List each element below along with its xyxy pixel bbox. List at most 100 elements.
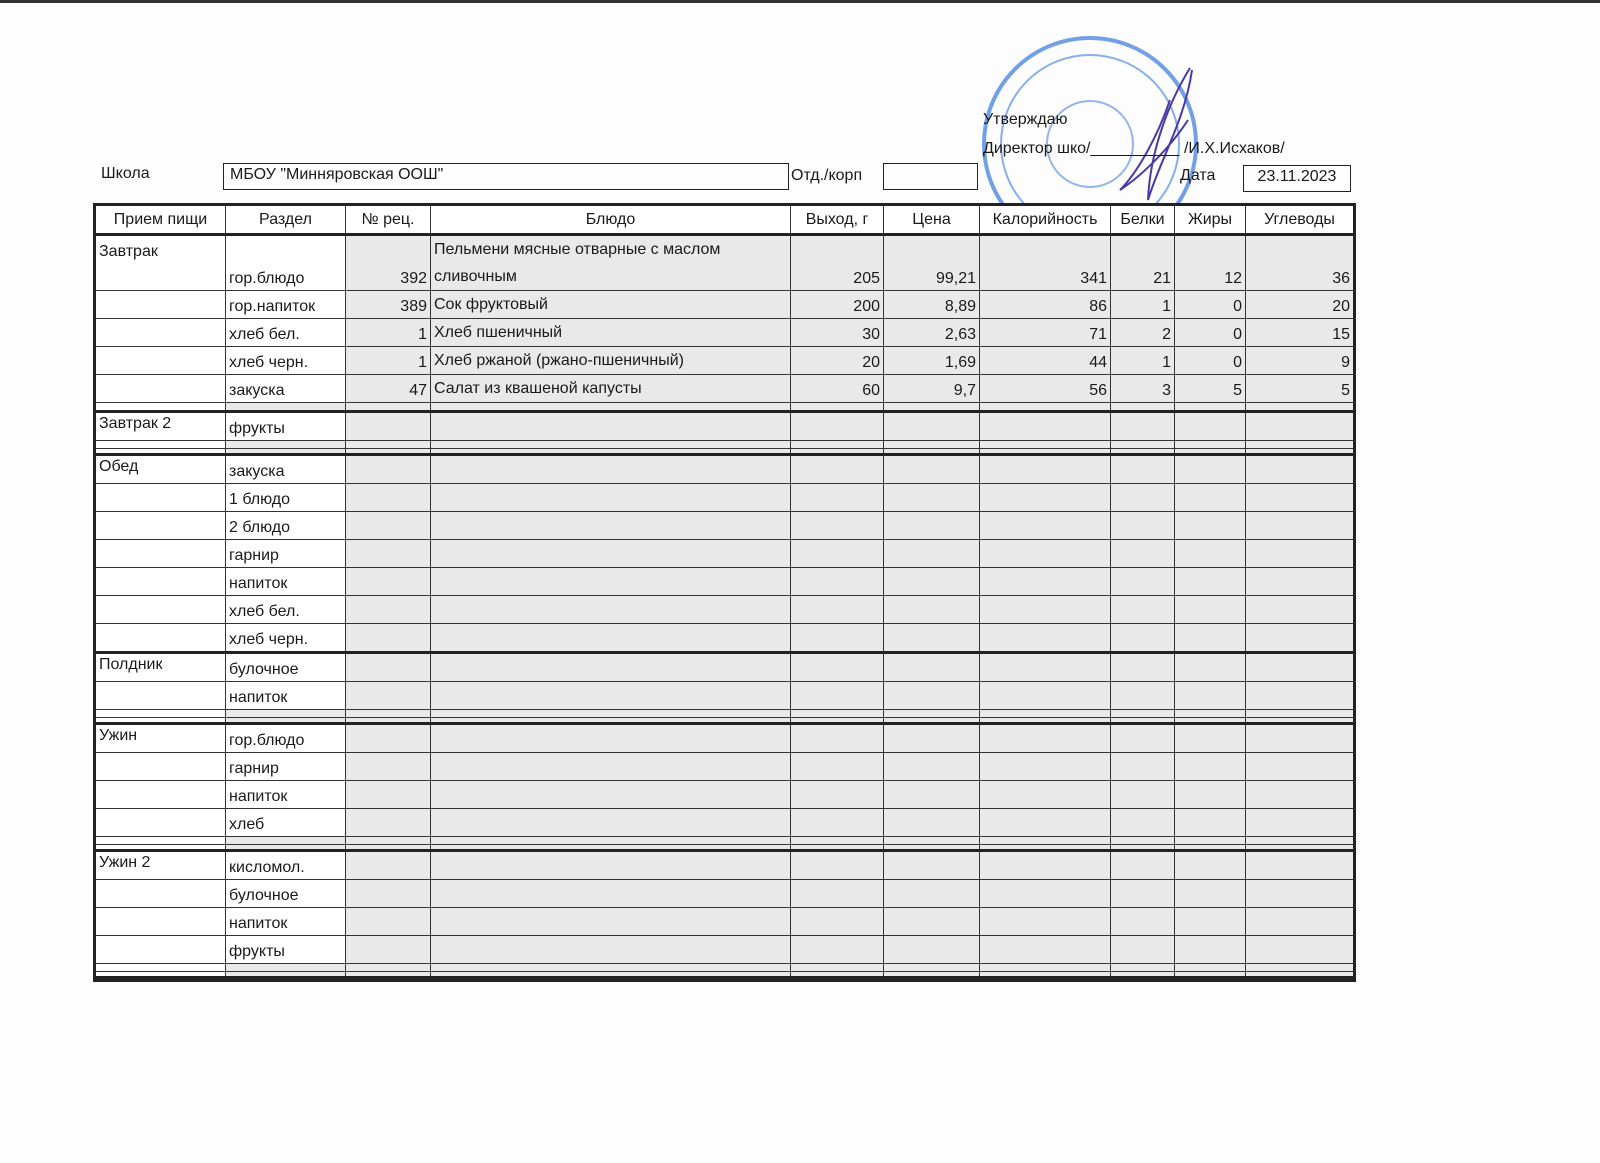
cell-carbs [1246,512,1353,539]
cell-section: гарнир [226,753,346,780]
menu-table: Прием пищи Раздел № рец. Блюдо Выход, г Цена К… [93,203,1356,982]
cell-empty [1111,449,1175,453]
column-header-fat: Жиры [1175,206,1246,233]
cell-empty [884,972,980,976]
cell-calories [980,413,1111,440]
cell-empty [980,837,1111,844]
cell-empty [96,441,226,448]
cell-carbs [1246,413,1353,440]
cell-protein: 1 [1111,347,1175,374]
cell-recipe-number [346,908,431,935]
cell-calories [980,654,1111,681]
table-row: Завтрак 2 фрукты [96,413,1353,441]
cell-empty [96,710,226,717]
cell-dish: Хлеб ржаной (ржано-пшеничный) [431,347,791,374]
cell-recipe-number [346,880,431,907]
cell-empty [884,718,980,722]
cell-carbs: 9 [1246,347,1353,374]
cell-empty [431,972,791,976]
cell-protein: 1 [1111,291,1175,318]
spacer-row [96,964,1353,972]
cell-meal [96,809,226,836]
cell-dish [431,809,791,836]
cell-yield [791,456,884,483]
cell-recipe-number [346,568,431,595]
cell-dish [431,654,791,681]
cell-price [884,809,980,836]
cell-section: кисломол. [226,852,346,879]
cell-protein [1111,596,1175,623]
cell-price [884,781,980,808]
cell-recipe-number [346,484,431,511]
cell-dish [431,512,791,539]
table-row: гарнир [96,753,1353,781]
cell-price [884,936,980,963]
cell-empty [226,964,346,971]
cell-empty [96,449,226,453]
scan-edge [0,0,1600,3]
cell-empty [1175,403,1246,410]
cell-protein: 2 [1111,319,1175,346]
signature-line: __________ [1090,140,1180,157]
cell-fat [1175,413,1246,440]
cell-fat [1175,484,1246,511]
table-row: хлеб [96,809,1353,837]
table-row: Ужин 2 кисломол. [96,852,1353,880]
cell-price: 9,7 [884,375,980,402]
cell-meal [96,880,226,907]
cell-protein [1111,568,1175,595]
cell-protein [1111,540,1175,567]
cell-dish [431,456,791,483]
cell-section: гарнир [226,540,346,567]
cell-empty [431,845,791,849]
cell-protein [1111,809,1175,836]
cell-section: напиток [226,908,346,935]
cell-yield [791,682,884,709]
spacer-row [96,403,1353,413]
cell-empty [884,964,980,971]
cell-section: 2 блюдо [226,512,346,539]
cell-empty [1111,718,1175,722]
cell-dish [431,540,791,567]
table-row: 1 блюдо [96,484,1353,512]
cell-recipe-number [346,624,431,651]
cell-meal: Обед [96,456,226,483]
cell-empty [980,710,1111,717]
cell-fat [1175,725,1246,752]
table-row: фрукты [96,936,1353,964]
cell-calories [980,809,1111,836]
cell-calories [980,880,1111,907]
cell-empty [791,718,884,722]
cell-protein [1111,456,1175,483]
cell-price: 1,69 [884,347,980,374]
cell-empty [1175,441,1246,448]
cell-carbs: 15 [1246,319,1353,346]
cell-empty [226,449,346,453]
cell-carbs: 36 [1246,236,1353,290]
spacer-row [96,710,1353,718]
cell-recipe-number [346,512,431,539]
column-header-carbs: Углеводы [1246,206,1353,233]
column-header-calories: Калорийность [980,206,1111,233]
cell-fat [1175,682,1246,709]
cell-carbs [1246,456,1353,483]
cell-empty [980,441,1111,448]
cell-empty [1175,845,1246,849]
cell-dish [431,725,791,752]
cell-dish: Салат из квашеной капусты [431,375,791,402]
cell-price [884,540,980,567]
cell-empty [1246,403,1353,410]
spacer-row [96,449,1353,456]
cell-empty [431,718,791,722]
cell-protein: 21 [1111,236,1175,290]
cell-yield [791,413,884,440]
cell-section: хлеб бел. [226,319,346,346]
cell-calories: 86 [980,291,1111,318]
table-row: булочное [96,880,1353,908]
cell-protein: 3 [1111,375,1175,402]
dept-field [883,163,978,190]
cell-dish [431,484,791,511]
cell-dish [431,624,791,651]
cell-empty [346,710,431,717]
cell-price [884,456,980,483]
